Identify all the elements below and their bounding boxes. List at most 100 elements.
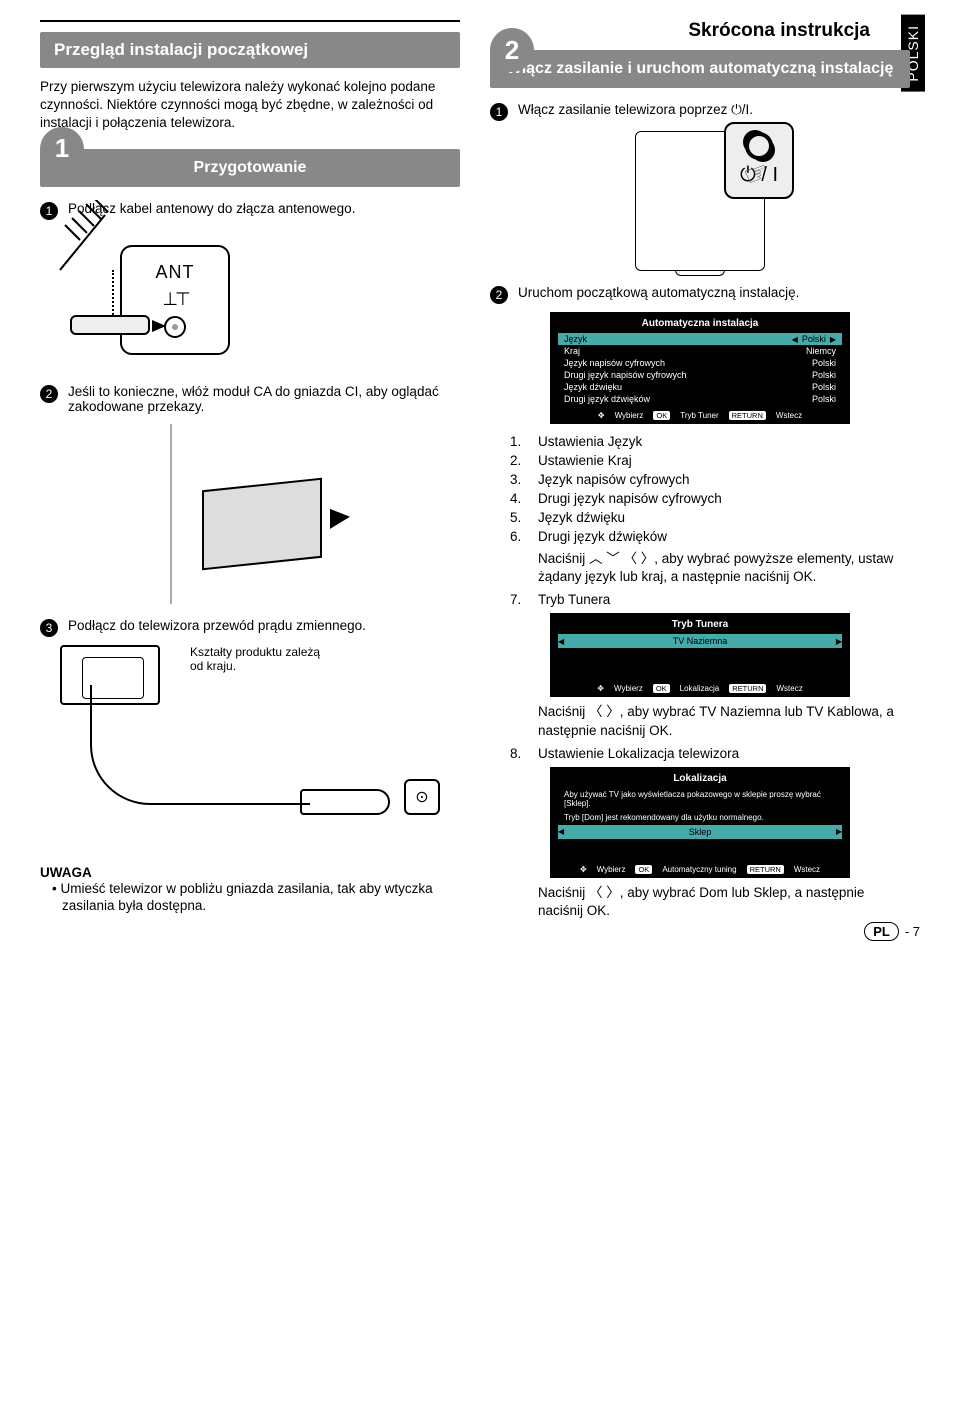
step-number-1: 1 [40, 127, 84, 171]
cable-dots [112, 270, 114, 315]
ant-port-box: ANT ⊥⊤ [120, 245, 230, 355]
osd-row: KrajNiemcy [558, 345, 842, 357]
osd-location: Lokalizacja Aby używać TV jako wyświetla… [550, 767, 850, 878]
antenna-diagram: ANT ⊥⊤ [120, 230, 460, 370]
osd-row: Język napisów cyfrowychPolski [558, 357, 842, 369]
osd1-help-ok-txt: Tryb Tuner [680, 411, 718, 420]
right-tri-icon: ▶ [836, 827, 842, 836]
osd3-after-pre: Naciśnij [538, 885, 589, 900]
return-badge: RETURN [747, 865, 784, 874]
ci-diagram [40, 424, 460, 604]
osd2-value: TV Naziemna [564, 636, 836, 646]
ci-slot-icon [170, 424, 390, 604]
nav-cross-icon: ✥ [598, 411, 605, 420]
osd3-value: Sklep [564, 827, 836, 837]
osd3-followup: Naciśnij 〈 〉, aby wybrać Dom lub Sklep, … [538, 884, 910, 920]
osd-row: Język◀Polski▶ [558, 333, 842, 345]
list-item: 4.Drugi język napisów cyfrowych [510, 491, 910, 506]
ok-badge: OK [653, 684, 670, 693]
list-item: 7.Tryb Tunera [510, 592, 910, 607]
ok-badge: OK [653, 411, 670, 420]
page-footer: PL - 7 [864, 922, 920, 941]
osd-tuner-mode: Tryb Tunera ◀ TV Naziemna ▶ ✥ Wybierz OK… [550, 613, 850, 697]
osd3-help-select: Wybierz [597, 865, 626, 874]
osd2-title: Tryb Tunera [558, 619, 842, 630]
tv-press-diagram: ⏻ / I ☞ [490, 131, 910, 271]
osd3-note2: Tryb [Dom] jest rekomendowany dla użytku… [558, 811, 842, 825]
ok-badge: OK [635, 865, 652, 874]
osd2-help-ret-txt: Wstecz [776, 684, 802, 693]
power-cord-icon [90, 685, 310, 805]
list-item: 6.Drugi język dźwięków [510, 529, 910, 544]
step-number-2: 2 [490, 28, 534, 72]
list-item: 8.Ustawienie Lokalizacja telewizora [510, 746, 910, 761]
ant-label: ANT [156, 262, 195, 283]
wall-outlet-icon: ⊙ [404, 779, 440, 815]
substep-1-3-text: Podłącz do telewizora przewód prądu zmie… [68, 618, 366, 633]
osd2-after-pre: Naciśnij [538, 704, 589, 719]
nav-cross-icon: ✥ [580, 865, 587, 874]
osd3-help-ret-txt: Wstecz [794, 865, 820, 874]
list-item: 3.Język napisów cyfrowych [510, 472, 910, 487]
osd1-help-select: Wybierz [615, 411, 644, 420]
antenna-plug-icon [70, 315, 150, 335]
power-symbol-icon: ⏻/I. [731, 102, 753, 117]
osd-auto-install: Automatyczna instalacja Język◀Polski▶Kra… [550, 312, 850, 424]
return-badge: RETURN [729, 411, 766, 420]
step-1-title: Przygotowanie [40, 149, 460, 187]
bullet-3-icon: 3 [40, 619, 58, 637]
osd2-followup: Naciśnij 〈 〉, aby wybrać TV Naziemna lub… [538, 703, 910, 739]
bullet-r1-icon: 1 [490, 103, 508, 121]
osd3-help: ✥ Wybierz OK Automatyczny tuning RETURN … [558, 865, 842, 874]
right-column: 2 Włącz zasilanie i uruchom automatyczną… [490, 20, 910, 926]
section-header-overview: Przegląd instalacji początkowej [40, 32, 460, 68]
tv-stand-icon [675, 270, 725, 276]
substep-2-1: 1 Włącz zasilanie telewizora poprzez ⏻/I… [490, 102, 910, 121]
osd2-value-row: ◀ TV Naziemna ▶ [558, 634, 842, 648]
page-lang-badge: PL [864, 922, 899, 941]
list7-text: Tryb Tunera [538, 592, 610, 607]
osd2-help-select: Wybierz [614, 684, 643, 693]
shape-note: Kształty produktu zależą od kraju. [190, 645, 330, 674]
settings-list-8: 8.Ustawienie Lokalizacja telewizora [510, 746, 910, 761]
osd1-help: ✥ Wybierz OK Tryb Tuner RETURN Wstecz [558, 411, 842, 420]
osd2-help-ok-txt: Lokalizacja [680, 684, 720, 693]
doc-title: Skrócona instrukcja [688, 20, 870, 42]
antenna-icon [50, 200, 130, 280]
step-1: 1 Przygotowanie [40, 149, 460, 187]
list-item: 5.Język dźwięku [510, 510, 910, 525]
ci-card-icon [202, 477, 322, 570]
ant-symbol-icon: ⊥⊤ [162, 289, 187, 310]
note-body: • Umieść telewizor w pobliżu gniazda zas… [52, 880, 460, 915]
bullet-2-icon: 2 [40, 385, 58, 403]
osd1-title: Automatyczna instalacja [558, 318, 842, 329]
list-item: 1.Ustawienia Język [510, 434, 910, 449]
coax-port-icon [164, 316, 186, 338]
osd3-help-ok-txt: Automatyczny tuning [662, 865, 736, 874]
tv-icon: ⏻ / I ☞ [635, 131, 765, 271]
osd-row: Drugi język napisów cyfrowychPolski [558, 369, 842, 381]
list-followup: Naciśnij ︿ ﹀ 〈 〉, aby wybrać powyższe el… [538, 550, 910, 586]
osd3-value-row: ◀ Sklep ▶ [558, 825, 842, 839]
page-number: - 7 [905, 924, 920, 939]
list-after-pre: Naciśnij [538, 551, 589, 566]
settings-list: 1.Ustawienia Język2.Ustawienie Kraj3.Jęz… [510, 434, 910, 544]
osd2-help: ✥ Wybierz OK Lokalizacja RETURN Wstecz [558, 684, 842, 693]
substep-2-1-text: Włącz zasilanie telewizora poprzez ⏻/I. [518, 102, 753, 118]
substep-1-3: 3 Podłącz do telewizora przewód prądu zm… [40, 618, 460, 637]
osd-row: Język dźwiękuPolski [558, 381, 842, 393]
osd1-help-ret-txt: Wstecz [776, 411, 802, 420]
nav-cross-icon: ✥ [597, 684, 604, 693]
note-body-text: Umieść telewizor w pobliżu gniazda zasil… [60, 881, 432, 914]
intro-text: Przy pierwszym użyciu telewizora należy … [40, 78, 460, 133]
list8-text: Ustawienie Lokalizacja telewizora [538, 746, 739, 761]
return-badge: RETURN [729, 684, 766, 693]
note-heading: UWAGA [40, 865, 460, 880]
substep-1-2: 2 Jeśli to konieczne, włóż moduł CA do g… [40, 384, 460, 414]
rule [40, 20, 460, 22]
osd3-note1: Aby używać TV jako wyświetlacza pokazowe… [558, 788, 842, 811]
left-column: Przegląd instalacji początkowej Przy pie… [40, 20, 460, 926]
step-2-title: Włącz zasilanie i uruchom automatyczną i… [490, 50, 910, 88]
substep-1-2-text: Jeśli to konieczne, włóż moduł CA do gni… [68, 384, 460, 414]
bullet-r2-icon: 2 [490, 286, 508, 304]
